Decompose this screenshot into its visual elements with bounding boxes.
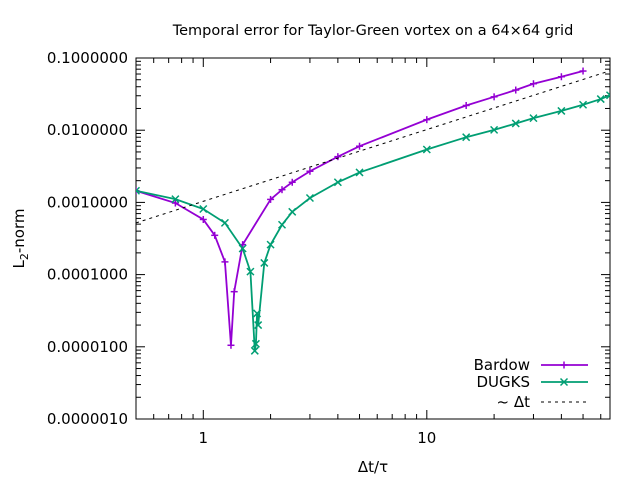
legend-label: ~ Δt	[497, 393, 531, 411]
series-0-point	[423, 116, 431, 124]
series-1-point	[529, 114, 538, 123]
legend-swatch-marker	[560, 361, 568, 369]
series-1-point	[250, 346, 259, 355]
series-1-point	[199, 204, 208, 214]
series-0-point	[306, 167, 314, 175]
x-tick-label: 10	[417, 429, 436, 447]
series-1-point	[333, 178, 342, 187]
series-1-point	[238, 244, 247, 253]
series-1-point	[511, 119, 520, 128]
series-1-point	[605, 91, 610, 100]
series-0-point	[230, 288, 238, 296]
series-1-point	[253, 309, 262, 318]
series-0-point	[334, 153, 342, 161]
series-1-point	[462, 133, 471, 142]
series-0-point	[529, 80, 537, 88]
series-0-point	[278, 186, 286, 194]
plot-area	[135, 57, 611, 420]
series-1-point	[254, 321, 263, 330]
series-1-point	[171, 195, 180, 204]
series-1-point	[355, 168, 364, 177]
series-1-line	[136, 94, 610, 351]
series-0-point	[490, 93, 498, 101]
series-1-point	[490, 125, 499, 134]
x-tick-label: 1	[199, 429, 209, 447]
chart-title: Temporal error for Taylor-Green vortex o…	[172, 23, 574, 39]
series-1-point	[557, 106, 566, 115]
series-0-point	[221, 258, 229, 266]
series-0-point	[579, 67, 587, 75]
series-1-point	[246, 267, 255, 276]
plot-frame	[135, 57, 611, 420]
series-clip-group	[136, 67, 610, 355]
series-0-point	[288, 178, 296, 186]
y-tick-label: 0.0010000	[47, 193, 128, 211]
y-axis-ticks: 0.0000010 0.0000100 0.0001000 0.0010000 0.01…	[47, 49, 610, 428]
series-0-point	[227, 341, 235, 349]
y-tick-label: 0.0000100	[47, 338, 128, 356]
series-0-point	[462, 101, 470, 109]
series-1-point	[422, 145, 431, 154]
series-1-point	[260, 258, 269, 267]
series-1-point	[596, 95, 605, 104]
series-0-point	[211, 231, 219, 239]
y-tick-label: 0.1000000	[47, 49, 128, 67]
series-0-point	[557, 73, 565, 81]
series-0-point	[171, 199, 179, 207]
y-tick-label: 0.0100000	[47, 121, 128, 139]
series-0-point	[199, 215, 207, 223]
series-1-point	[220, 218, 229, 227]
x-axis-ticks: 1 10	[135, 58, 602, 447]
y-axis-label-subscript: 2	[18, 253, 31, 260]
series-1-point	[136, 186, 141, 195]
series-0-point	[267, 195, 275, 203]
series-1-point	[277, 220, 287, 229]
series-layer	[136, 67, 610, 355]
legend-label: DUGKS	[476, 373, 530, 391]
series-2-line	[136, 70, 610, 224]
series-1-point	[266, 240, 275, 249]
series-1-point	[305, 193, 314, 203]
y-axis-label: L2-norm	[10, 209, 31, 269]
series-0-point	[356, 142, 364, 150]
series-1-point	[288, 207, 297, 216]
series-1-point	[579, 100, 588, 109]
y-axis-label-rest: -norm	[10, 209, 28, 254]
legend-label: Bardow	[474, 356, 530, 374]
legend-swatch-marker	[559, 377, 569, 387]
y-axis-label-main: L	[10, 259, 28, 268]
series-1-point	[251, 339, 260, 348]
series-0-point	[512, 86, 520, 94]
y-tick-label: 0.0001000	[47, 266, 128, 284]
x-axis-label: Δt/τ	[358, 458, 388, 476]
y-tick-label: 0.0000010	[47, 410, 128, 428]
